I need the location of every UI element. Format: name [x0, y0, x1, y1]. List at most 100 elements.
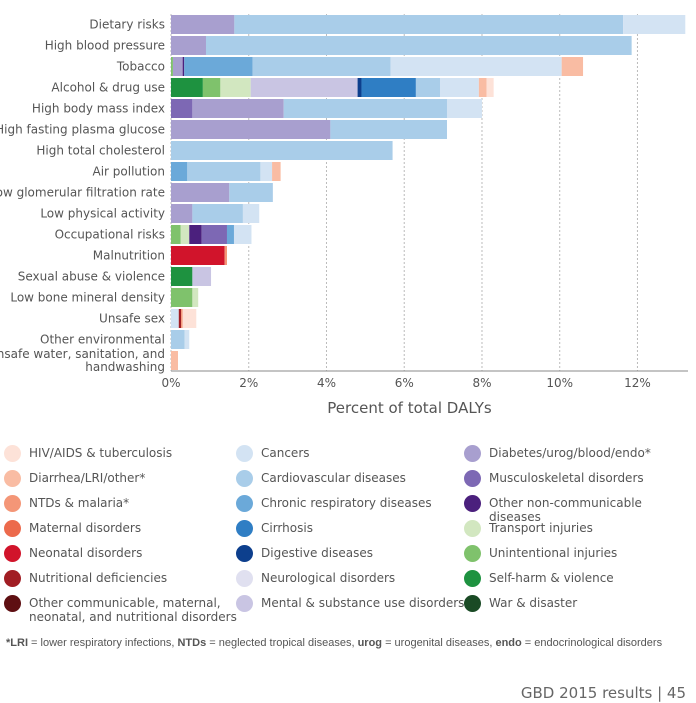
legend-label: Diabetes/urog/blood/endo* [489, 446, 651, 460]
bar-segment: Diabetes/urog/blood/endo* [172, 57, 183, 76]
bar-segment: Transport injuries [192, 288, 199, 307]
risk-factor-label: Other environmental [40, 333, 165, 347]
legend-item: Nutritional deficiencies [4, 570, 168, 587]
footnote-abbreviation: NTDs [177, 637, 207, 649]
x-tick-label: 12% [624, 376, 651, 390]
risk-factor-label: Unsafe sex [99, 312, 165, 326]
legend-label: HIV/AIDS & tuberculosis [29, 446, 173, 460]
legend-label: Transport injuries [489, 521, 593, 535]
legend-label: Other non-communicable diseases [489, 496, 642, 524]
risk-factor-label: High blood pressure [45, 39, 165, 53]
legend-swatch [464, 495, 481, 512]
bar-segment: Unintentional injuries [171, 288, 193, 307]
legend-item: Cardiovascular diseases [236, 470, 406, 487]
bar-segment: Cancers [390, 57, 562, 76]
legend-swatch [464, 595, 481, 612]
x-axis-title: Percent of total DALYs [327, 399, 492, 417]
bar-segment: HIV/AIDS & tuberculosis [182, 309, 197, 328]
bar-segment: Self-harm & violence [171, 267, 193, 286]
stacked-bar-chart: Diabetes/urog/blood/endo*Cardiovascular … [0, 14, 688, 417]
bar-segment: Cancers [242, 204, 260, 223]
bar-segment: Chronic respiratory diseases [226, 225, 234, 244]
legend-label: Nutritional deficiencies [29, 571, 168, 585]
bar-segment: Cancers [623, 15, 686, 34]
x-tick-label: 0% [161, 376, 180, 390]
risk-factor-label: Dietary risks [89, 18, 165, 32]
legend-swatch [4, 595, 21, 612]
legend-item: Digestive diseases [236, 545, 373, 562]
risk-factor-label: Occupational risks [55, 228, 165, 242]
footnote-text: = lower respiratory infections, [28, 637, 178, 649]
x-tick-label: 8% [472, 376, 491, 390]
bar-segment: Cardiovascular diseases [205, 36, 632, 55]
legend-item: Cancers [236, 445, 310, 462]
legend-item: Transport injuries [464, 520, 593, 537]
bar-segment: Mental & substance use disorders [192, 267, 212, 286]
bar-segment: Diabetes/urog/blood/endo* [171, 15, 235, 34]
bar-segment: Unintentional injuries [171, 225, 181, 244]
legend-label: Unintentional injuries [489, 546, 618, 560]
legend-item: Cirrhosis [236, 520, 313, 537]
bar-segment: Musculoskeletal disorders [201, 225, 227, 244]
legend-item: Diabetes/urog/blood/endo* [464, 445, 651, 462]
legend-label: Cardiovascular diseases [261, 471, 406, 485]
legend-label: Cancers [261, 446, 310, 460]
bar-segment: Neonatal disorders [171, 246, 225, 265]
risk-factor-label: Air pollution [92, 165, 165, 179]
bar-segment: Cancers [171, 309, 179, 328]
legend-swatch [4, 570, 21, 587]
bar-segment: Chronic respiratory diseases [171, 162, 188, 181]
legend-swatch [464, 445, 481, 462]
bar-segment: Cardiovascular diseases [234, 15, 624, 34]
bar-segment: Cardiovascular diseases [171, 330, 185, 349]
risk-factor-label: Low bone mineral density [10, 291, 165, 305]
footnote-abbreviation: endo [495, 637, 522, 649]
bar-segment: Diarrhea/LRI/other* [272, 162, 281, 181]
legend-swatch [236, 445, 253, 462]
risk-factor-label: Alcohol & drug use [51, 81, 165, 95]
legend-item: Mental & substance use disorders [236, 595, 465, 612]
bar-segment: Transport injuries [220, 78, 251, 97]
legend-swatch [236, 545, 253, 562]
bar-segment: Unintentional injuries [171, 57, 173, 76]
legend-swatch [4, 520, 21, 537]
legend-label: Maternal disorders [29, 521, 142, 535]
legend-label: Neonatal disorders [29, 546, 143, 560]
legend-label: Musculoskeletal disorders [489, 471, 644, 485]
bar-segment: Transport injuries [180, 225, 190, 244]
x-tick-label: 4% [317, 376, 336, 390]
legend-item: Neonatal disorders [4, 545, 143, 562]
footnote-text: = endocrinological disorders [521, 637, 663, 649]
legend-item: Other communicable, maternal, neonatal, a… [4, 595, 237, 624]
bar-segment: Cancers [260, 162, 273, 181]
legend-label: Mental & substance use disorders [261, 596, 465, 610]
legend-item: Other non-communicable diseases [464, 495, 696, 524]
risk-factor-label: Unsafe water, sanitation, and [0, 347, 165, 361]
legend-item: NTDs & malaria* [4, 495, 129, 512]
bar-segment: Unintentional injuries [202, 78, 221, 97]
legend-item: Musculoskeletal disorders [464, 470, 644, 487]
legend-label: War & disaster [489, 596, 578, 610]
footnote-text: = urogenital diseases, [382, 637, 496, 649]
legend-swatch [464, 470, 481, 487]
legend-item: Diarrhea/LRI/other* [4, 470, 145, 487]
x-tick-label: 10% [546, 376, 573, 390]
legend-swatch [236, 520, 253, 537]
risk-factor-label: High fasting plasma glucose [0, 123, 165, 137]
legend-label: Self-harm & violence [489, 571, 614, 585]
legend-swatch [464, 570, 481, 587]
legend-item: War & disaster [464, 595, 578, 612]
bar-segment: Cancers [439, 78, 479, 97]
legend-swatch [236, 495, 253, 512]
legend-item: Unintentional injuries [464, 545, 618, 562]
bar-segment: Other non-communicable diseases [189, 225, 202, 244]
risk-factor-label: handwashing [85, 360, 165, 374]
bar-segment: Diabetes/urog/blood/endo* [171, 183, 230, 202]
risk-factor-label: Low glomerular filtration rate [0, 186, 165, 200]
legend-swatch [236, 470, 253, 487]
bar-segment: Self-harm & violence [171, 78, 203, 97]
bar-segment: Diabetes/urog/blood/endo* [192, 99, 284, 118]
bar-segment: Cardiovascular diseases [415, 78, 440, 97]
risk-factor-label: Low physical activity [40, 207, 165, 221]
legend-swatch [4, 470, 21, 487]
